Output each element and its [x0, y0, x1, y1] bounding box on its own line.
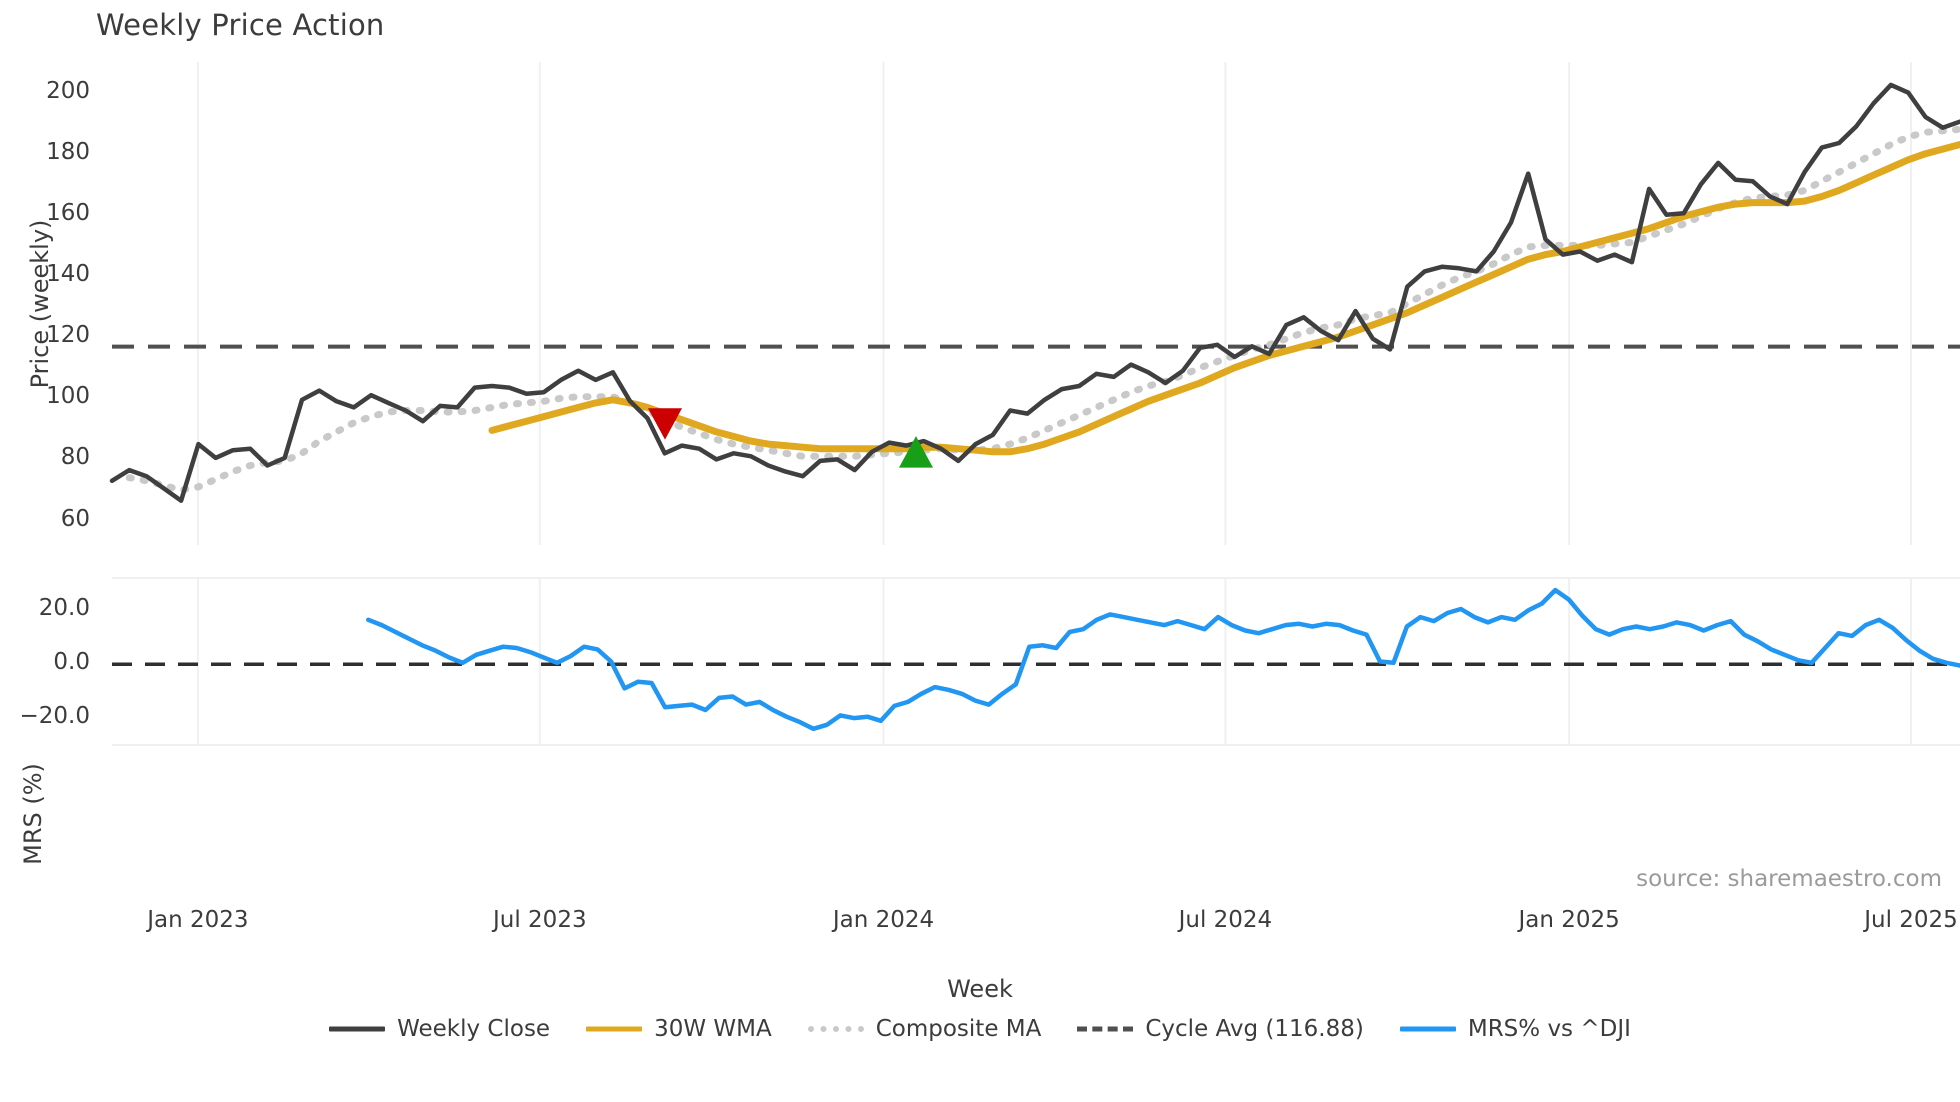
- price-y-tick: 140: [46, 260, 90, 287]
- composite-ma-line: [125, 125, 1960, 494]
- x-tick: Jul 2025: [1864, 907, 1958, 933]
- weekly-close-line: [109, 82, 1960, 503]
- price-y-tick: 120: [46, 322, 90, 349]
- x-tick: Jul 2023: [492, 907, 587, 933]
- legend-item[interactable]: Composite MA: [807, 1016, 1042, 1042]
- x-tick: Jan 2024: [832, 907, 935, 933]
- price-axis-label: Price (weekly): [26, 219, 54, 389]
- price-y-tick: 80: [60, 444, 90, 471]
- price-y-tick: 160: [46, 199, 90, 226]
- legend-label: Composite MA: [875, 1016, 1042, 1042]
- x-tick: Jan 2023: [147, 907, 249, 933]
- wma-line: [488, 140, 1960, 456]
- page-title: Weekly Price Action: [96, 8, 385, 42]
- legend-swatch-solid-icon: [1399, 1020, 1456, 1038]
- mrs-line: [366, 587, 1960, 732]
- legend-swatch-dotted-icon: [807, 1020, 864, 1038]
- price-y-tick: 60: [60, 505, 90, 532]
- mrs-series-layer: [112, 587, 1960, 732]
- mrs-y-tick: 20.0: [38, 595, 90, 622]
- price-y-tick: 200: [46, 77, 90, 104]
- price-y-tick: 100: [46, 383, 90, 410]
- legend-label: Weekly Close: [397, 1016, 551, 1042]
- legend-swatch-solid-icon: [586, 1020, 643, 1038]
- sell-marker-icon: [648, 408, 682, 440]
- legend-item[interactable]: Cycle Avg (116.88): [1077, 1016, 1364, 1042]
- x-tick: Jul 2024: [1178, 907, 1273, 933]
- price-y-tick: 180: [46, 138, 90, 165]
- legend-label: 30W WMA: [654, 1016, 772, 1042]
- legend-item[interactable]: MRS% vs ^DJI: [1399, 1016, 1631, 1042]
- legend-label: Cycle Avg (116.88): [1145, 1016, 1364, 1042]
- mrs-axis-label: MRS (%): [19, 763, 47, 865]
- grid-lines: [112, 62, 1960, 746]
- legend-label: MRS% vs ^DJI: [1467, 1016, 1631, 1042]
- legend-swatch-dashed-icon: [1077, 1020, 1134, 1038]
- buy-marker-icon: [899, 436, 933, 468]
- chart-legend: Weekly Close 30W WMA Composite MA Cycle Avg…: [0, 1016, 1960, 1042]
- legend-swatch-solid-icon: [329, 1020, 386, 1038]
- legend-item[interactable]: 30W WMA: [586, 1016, 772, 1042]
- mrs-y-tick: 0.0: [53, 649, 90, 676]
- mrs-y-tick: −20.0: [19, 703, 90, 730]
- source-attribution: source: sharemaestro.com: [1636, 866, 1942, 892]
- price-series-layer: [109, 82, 1960, 503]
- trade-markers-layer: [648, 408, 933, 468]
- legend-item[interactable]: Weekly Close: [329, 1016, 550, 1042]
- x-tick: Jan 2025: [1518, 907, 1620, 933]
- x-axis-label: Week: [947, 975, 1013, 1003]
